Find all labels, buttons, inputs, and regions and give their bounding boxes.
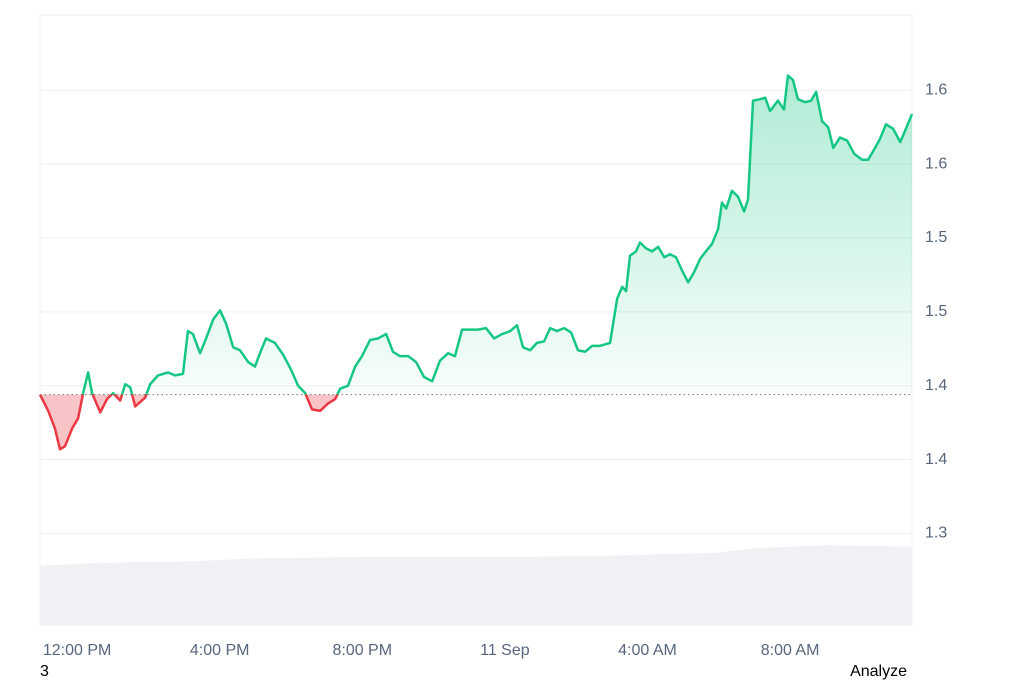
y-tick-label: 1.6 — [925, 82, 947, 99]
volume-area — [40, 545, 912, 625]
footer-right[interactable]: Analyze — [850, 663, 907, 680]
y-tick-label: 1.4 — [925, 377, 947, 394]
y-tick-label: 1.5 — [925, 303, 947, 320]
price-line — [38, 74, 914, 451]
x-tick-label: 8:00 AM — [761, 642, 820, 659]
price-area — [40, 75, 912, 450]
footer-left: 3 — [40, 663, 49, 680]
y-tick-label: 1.6 — [925, 155, 947, 172]
x-tick-label: 11 Sep — [480, 642, 530, 659]
y-tick-label: 1.5 — [925, 229, 947, 246]
x-tick-label: 8:00 PM — [332, 642, 392, 659]
y-tick-label: 1.4 — [925, 451, 947, 468]
x-tick-label: 12:00 PM — [43, 642, 111, 659]
y-tick-label: 1.3 — [925, 525, 947, 542]
x-tick-label: 4:00 AM — [618, 642, 677, 659]
x-tick-label: 4:00 PM — [190, 642, 250, 659]
